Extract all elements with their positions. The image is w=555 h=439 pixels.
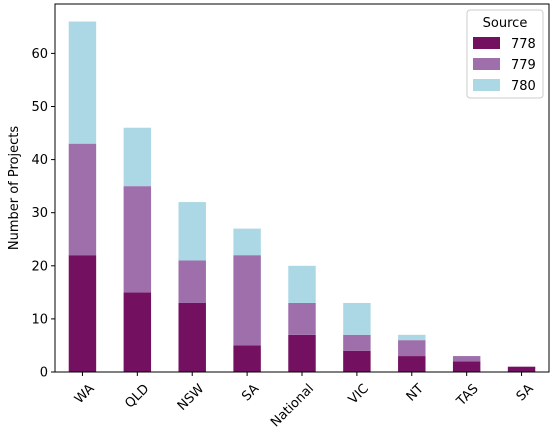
x-tick-label: NT xyxy=(404,381,427,404)
x-tick-label: QLD xyxy=(122,381,152,411)
bar-vic-5-series-779 xyxy=(343,334,371,351)
bar-vic-5-series-778 xyxy=(343,350,371,372)
legend-label-778: 778 xyxy=(511,37,536,52)
y-axis-ticks: 0 10 20 30 40 50 60 xyxy=(31,47,55,381)
bar-qld-1-series-780 xyxy=(123,127,152,187)
bar-national-4-series-778 xyxy=(288,334,316,372)
bar-qld-1-series-778 xyxy=(123,292,152,372)
bar-nt-6-series-778 xyxy=(398,356,426,372)
bar-vic-5-series-780 xyxy=(343,302,371,335)
x-tick-label: SA xyxy=(514,381,537,404)
bar-national-4-series-779 xyxy=(288,302,316,335)
bar-nt-6-series-779 xyxy=(398,340,426,357)
legend-box xyxy=(466,9,544,99)
y-tick-label: 0 xyxy=(40,366,48,381)
bar-tas-7-series-779 xyxy=(452,356,481,362)
x-tick-label: VIC xyxy=(346,381,372,407)
x-tick-label: WA xyxy=(72,381,98,407)
x-tick-label: National xyxy=(268,381,317,430)
legend-label-780: 780 xyxy=(511,79,536,94)
bar-wa-0-series-778 xyxy=(68,255,97,372)
bars-layer xyxy=(68,21,536,372)
plot-frame xyxy=(54,3,550,373)
y-tick-label: 60 xyxy=(31,47,48,62)
bar-wa-0-series-779 xyxy=(68,143,97,256)
legend-swatch-778 xyxy=(473,37,500,49)
legend: Source 778 779 780 xyxy=(466,9,544,99)
x-tick-label: NSW xyxy=(175,381,208,414)
legend-title: Source xyxy=(483,16,528,31)
x-tick-label: TAS xyxy=(453,381,481,409)
bar-tas-7-series-778 xyxy=(452,361,481,372)
bar-sa-3-series-780 xyxy=(233,228,261,256)
y-tick-label: 40 xyxy=(31,153,48,168)
bar-nsw-2-series-778 xyxy=(178,302,206,372)
bar-national-4-series-780 xyxy=(288,265,316,303)
bar-nsw-2-series-779 xyxy=(178,260,206,303)
bar-sa-3-series-779 xyxy=(233,255,261,346)
y-tick-label: 10 xyxy=(31,312,48,327)
bar-nt-6-series-780 xyxy=(398,334,426,341)
x-axis-ticks: WA QLD NSW SA National VIC NT TAS SA xyxy=(72,372,537,430)
legend-label-779: 779 xyxy=(511,58,536,73)
legend-items: 778 779 780 xyxy=(473,37,536,94)
y-tick-label: 30 xyxy=(31,206,48,221)
bar-sa-3-series-778 xyxy=(233,345,261,372)
x-tick-label: SA xyxy=(239,381,262,404)
bar-wa-0-series-780 xyxy=(68,21,97,144)
y-tick-label: 20 xyxy=(31,259,48,274)
bar-nsw-2-series-780 xyxy=(178,202,206,261)
y-axis-label: Number of Projects xyxy=(7,126,22,250)
legend-swatch-780 xyxy=(473,79,500,91)
legend-swatch-779 xyxy=(473,58,500,70)
bar-sa-8-series-778 xyxy=(507,366,536,372)
y-tick-label: 50 xyxy=(31,100,48,115)
bar-qld-1-series-779 xyxy=(123,186,152,293)
